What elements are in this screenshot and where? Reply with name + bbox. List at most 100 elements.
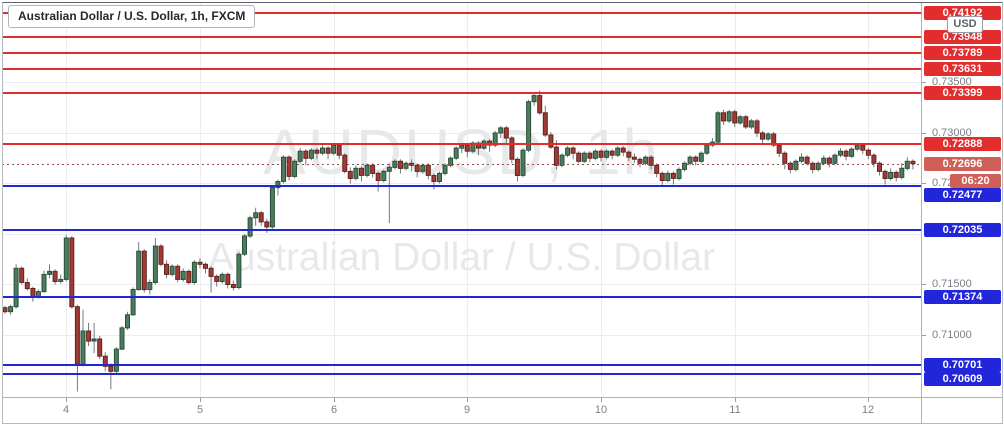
last-price-label: 0.72696 — [924, 156, 1001, 171]
candle-down — [24, 282, 30, 290]
candle-up — [832, 154, 838, 164]
candle-up — [793, 160, 799, 170]
support-price-label[interactable]: 0.72035 — [924, 223, 1001, 238]
candle-up — [498, 127, 504, 134]
resistance-price-label[interactable]: 0.73948 — [924, 30, 1001, 45]
candle-down — [97, 338, 103, 357]
resistance-line[interactable] — [2, 68, 921, 71]
resistance-line[interactable] — [2, 143, 921, 146]
candle-down — [865, 149, 871, 156]
candle-up — [403, 162, 409, 169]
resistance-line[interactable] — [2, 52, 921, 55]
time-axis-label: 9 — [463, 404, 471, 416]
candle-down — [648, 156, 654, 166]
candle-up — [815, 162, 821, 170]
bar-countdown[interactable]: 06:20 — [950, 173, 1001, 188]
time-axis-label: 10 — [594, 404, 608, 416]
support-price-label[interactable]: 0.71374 — [924, 290, 1001, 305]
candle-down — [69, 237, 75, 308]
candle-up — [615, 147, 621, 156]
support-line[interactable] — [2, 364, 921, 367]
resistance-line[interactable] — [2, 91, 921, 94]
price-tick-label: 0.73000 — [932, 126, 972, 139]
candle-down — [314, 149, 320, 154]
candle-down — [721, 112, 726, 122]
candle-down — [203, 263, 208, 269]
candle-down — [108, 365, 114, 372]
candle-down — [910, 160, 916, 165]
currency-badge: USD — [947, 16, 983, 33]
candle-down — [86, 330, 92, 342]
candle-up — [899, 167, 905, 178]
candle-up — [765, 133, 771, 140]
resistance-price-label[interactable]: 0.73631 — [924, 62, 1001, 77]
support-line[interactable] — [2, 184, 921, 187]
day-gridline — [334, 2, 335, 397]
support-price-label[interactable]: 0.70609 — [924, 372, 1001, 387]
candle-down — [654, 164, 660, 174]
price-tick-mark — [922, 82, 926, 83]
resistance-price-label[interactable]: 0.73399 — [924, 85, 1001, 100]
candle-up — [838, 150, 843, 156]
price-chart-pane[interactable]: AUDUSD, 1h Australian Dollar / U.S. Doll… — [2, 2, 921, 397]
candle-up — [8, 306, 14, 313]
candle-down — [164, 263, 169, 275]
resistance-line[interactable] — [2, 11, 921, 14]
candle-up — [253, 212, 259, 219]
candle-down — [208, 267, 214, 277]
candle-up — [682, 162, 687, 170]
candle-down — [197, 261, 203, 265]
candle-up — [448, 157, 454, 166]
candle-down — [743, 116, 749, 128]
price-tick-mark — [922, 334, 926, 336]
candle-up — [581, 152, 587, 162]
candle-down — [871, 154, 877, 164]
candle-down — [754, 120, 760, 134]
resistance-price-label[interactable]: 0.72888 — [924, 137, 1001, 152]
candle-up — [799, 156, 804, 162]
candle-up — [219, 273, 225, 282]
candle-down — [503, 127, 509, 139]
support-price-label[interactable]: 0.72477 — [924, 187, 1001, 202]
candle-up — [748, 120, 754, 128]
price-tick-label: 0.71000 — [932, 328, 972, 341]
candle-down — [464, 144, 470, 152]
time-axis[interactable]: 4 5 6 9 10 11 12 — [2, 397, 1002, 424]
candle-up — [281, 156, 286, 182]
price-gridline — [2, 132, 921, 134]
day-gridline — [200, 2, 201, 397]
candle-up — [687, 156, 693, 164]
time-axis-label: 5 — [196, 404, 204, 416]
resistance-line[interactable] — [2, 36, 921, 39]
support-price-label[interactable]: 0.70701 — [924, 358, 1001, 373]
price-axis[interactable]: USD 0.735000.730000.725000.715000.710000… — [921, 2, 1003, 397]
candle-up — [470, 142, 476, 152]
time-axis-label: 6 — [330, 404, 338, 416]
support-line[interactable] — [2, 296, 921, 299]
candle-down — [225, 273, 231, 285]
day-gridline — [601, 2, 602, 397]
candle-up — [269, 187, 275, 228]
price-gridline — [2, 183, 921, 184]
support-line[interactable] — [2, 373, 921, 376]
resistance-price-label[interactable]: 0.73789 — [924, 46, 1001, 61]
candle-up — [191, 261, 197, 283]
candle-down — [230, 284, 236, 288]
candle-up — [459, 144, 465, 149]
chart-legend[interactable]: Australian Dollar / U.S. Dollar, 1h, FXC… — [8, 5, 256, 28]
candle-down — [570, 147, 576, 154]
support-line[interactable] — [2, 229, 921, 232]
candle-down — [264, 221, 270, 228]
price-gridline — [2, 334, 921, 336]
price-tick-label: 0.71500 — [932, 278, 972, 290]
candle-down — [693, 156, 699, 162]
last-price-line — [2, 164, 921, 165]
day-gridline — [735, 2, 736, 397]
candle-down — [782, 152, 788, 164]
candle-up — [292, 160, 298, 177]
candle-up — [80, 330, 86, 365]
candle-up — [119, 327, 125, 350]
candle-up — [715, 112, 721, 143]
candle-up — [152, 245, 158, 284]
